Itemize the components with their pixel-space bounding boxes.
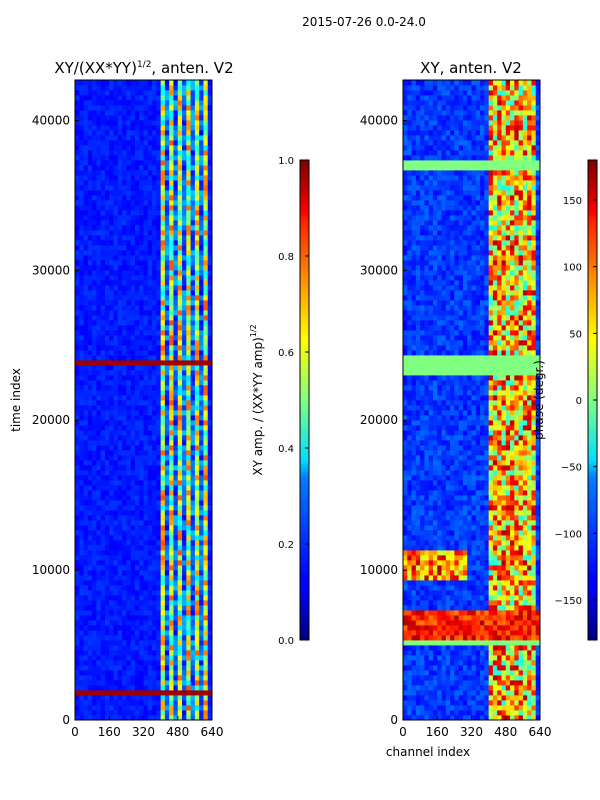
colorbar-tick-label: 0 bbox=[576, 396, 582, 407]
x-tick-label: 0 bbox=[399, 725, 407, 739]
phase-colorbar: phase (degr.) −150 −100 −50 0 50 100 150 bbox=[532, 159, 598, 641]
phase-panel: XY, anten. V2 0 160 320 480 640 0 10000 20000 30… bbox=[360, 59, 552, 759]
y-tick-label: 40000 bbox=[32, 113, 70, 127]
x-tick-label: 320 bbox=[460, 725, 483, 739]
colorbar-tick-label: 0.6 bbox=[278, 348, 294, 359]
amplitude-colorbar-gradient bbox=[299, 159, 310, 641]
colorbar-tick-label: −150 bbox=[555, 596, 582, 607]
phase-panel-title: XY, anten. V2 bbox=[420, 59, 522, 77]
x-tick-label: 0 bbox=[71, 725, 79, 739]
y-tick-label: 30000 bbox=[32, 263, 70, 277]
x-tick-label: 640 bbox=[201, 725, 224, 739]
colorbar-tick-label: 100 bbox=[563, 263, 582, 274]
phase-heatmap bbox=[403, 80, 540, 720]
y-tick-label: 40000 bbox=[360, 113, 398, 127]
y-tick-label: 0 bbox=[390, 713, 398, 727]
colorbar-tick-label: 0.8 bbox=[278, 252, 294, 263]
colorbar-tick-label: 1.0 bbox=[278, 156, 294, 167]
colorbar-tick-label: 0.2 bbox=[278, 540, 294, 551]
amplitude-ratio-panel: XY/(XX*YY)1/2, anten. V2 0 160 320 480 640 0 1… bbox=[9, 59, 234, 739]
colorbar-tick-label: 150 bbox=[563, 196, 582, 207]
amplitude-colorbar: 0.0 0.2 0.4 0.6 0.8 1.0 XY amp. / (XX*YY amp)… bbox=[249, 156, 310, 647]
y-tick-label: 10000 bbox=[32, 563, 70, 577]
x-tick-label: 320 bbox=[132, 725, 155, 739]
amplitude-colorbar-label: XY amp. / (XX*YY amp)1/2 bbox=[249, 324, 265, 475]
phase-axis-ticks: 0 160 320 480 640 0 10000 20000 30000 40000 bbox=[360, 113, 552, 739]
figure-suptitle: 2015-07-26 0.0-24.0 bbox=[302, 15, 426, 29]
x-tick-label: 480 bbox=[166, 725, 189, 739]
y-tick-label: 20000 bbox=[360, 413, 398, 427]
x-tick-label: 640 bbox=[529, 725, 552, 739]
y-tick-label: 0 bbox=[62, 713, 70, 727]
colorbar-tick-label: −50 bbox=[561, 463, 582, 474]
phase-colorbar-label: phase (degr.) bbox=[532, 360, 546, 440]
amplitude-panel-title: XY/(XX*YY)1/2, anten. V2 bbox=[54, 59, 233, 77]
y-tick-label: 10000 bbox=[360, 563, 398, 577]
y-tick-label: 20000 bbox=[32, 413, 70, 427]
y-tick-label: 30000 bbox=[360, 263, 398, 277]
amplitude-axis-ticks: 0 160 320 480 640 0 10000 20000 30000 40000 bbox=[32, 113, 224, 739]
colorbar-tick-label: 0.0 bbox=[278, 636, 294, 647]
x-tick-label: 480 bbox=[494, 725, 517, 739]
colorbar-tick-label: −100 bbox=[555, 529, 582, 540]
x-tick-label: 160 bbox=[98, 725, 121, 739]
x-tick-label: 160 bbox=[426, 725, 449, 739]
amplitude-ylabel: time index bbox=[9, 368, 23, 432]
colorbar-tick-label: 50 bbox=[569, 329, 582, 340]
phase-xlabel: channel index bbox=[386, 745, 470, 759]
colorbar-tick-label: 0.4 bbox=[278, 444, 294, 455]
amplitude-heatmap bbox=[75, 80, 212, 720]
